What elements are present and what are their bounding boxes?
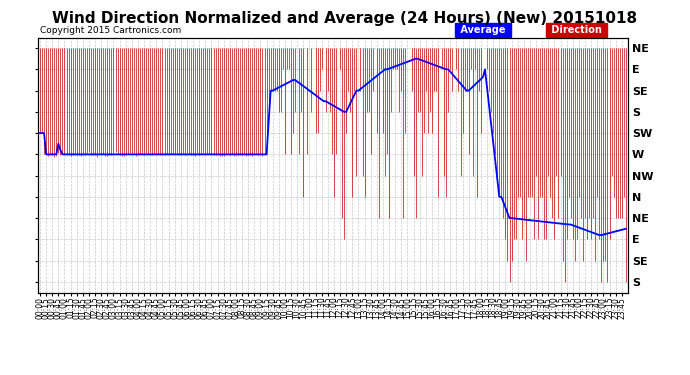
Text: Direction: Direction [549, 25, 606, 35]
Text: Copyright 2015 Cartronics.com: Copyright 2015 Cartronics.com [40, 26, 181, 35]
Text: Wind Direction Normalized and Average (24 Hours) (New) 20151018: Wind Direction Normalized and Average (2… [52, 11, 638, 26]
Text: Average: Average [457, 25, 509, 35]
